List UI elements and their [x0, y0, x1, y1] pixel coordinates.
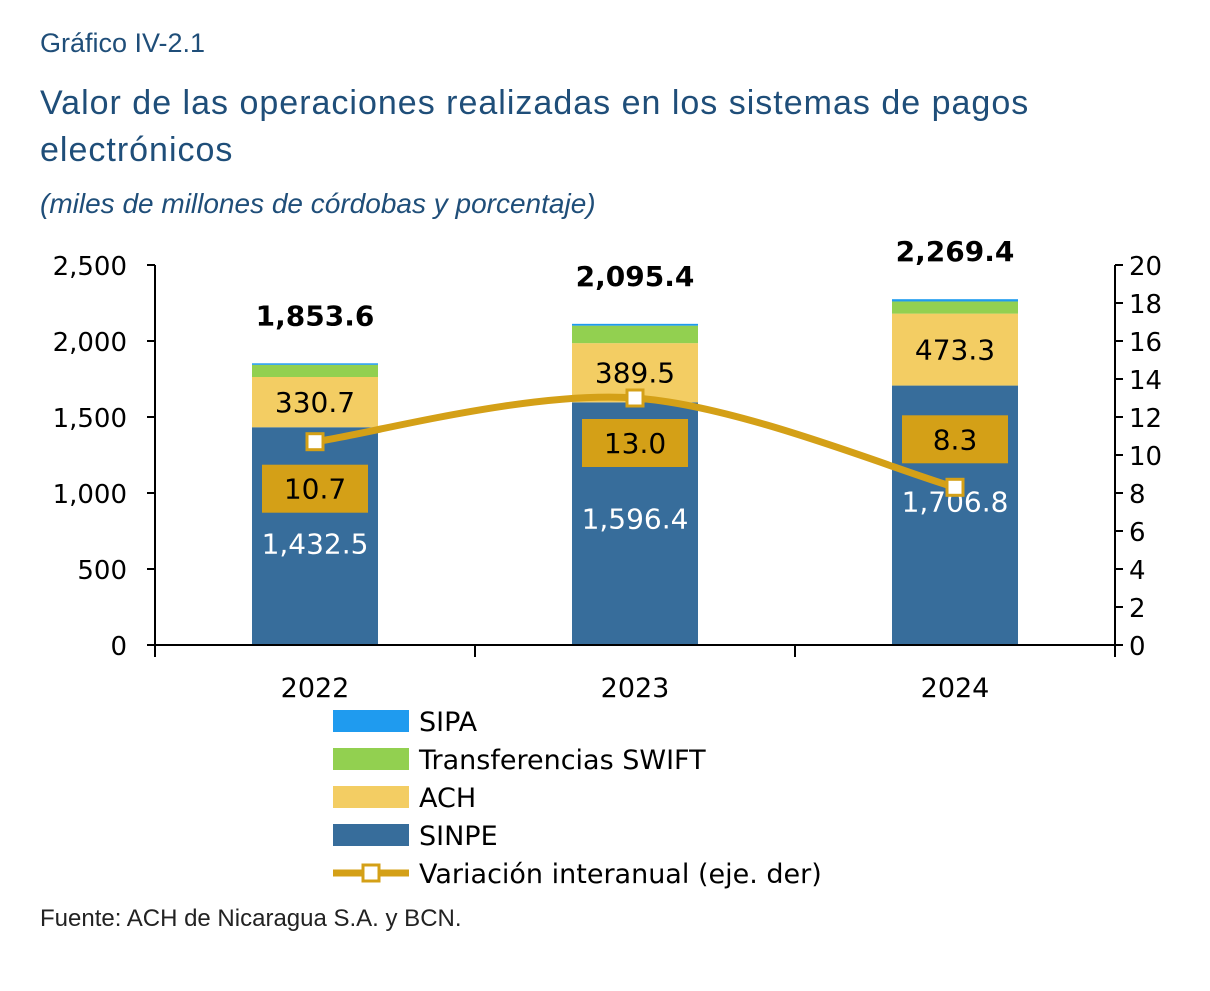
- y-left-tick-label: 1,500: [53, 404, 127, 434]
- legend-label: ACH: [419, 783, 476, 814]
- line-label-box: [262, 464, 368, 513]
- chart-title: Valor de las operaciones realizadas en l…: [40, 84, 1030, 169]
- bar-ach-2022: [252, 376, 378, 428]
- legend-swatch-transferencias-swift: [333, 748, 409, 770]
- line-marker-2023: [625, 388, 645, 408]
- legend-swatch-ach: [333, 786, 409, 808]
- y-left-tick-label: 2,000: [53, 328, 127, 358]
- legend-label: SIPA: [419, 707, 478, 738]
- chart-subtitle: (miles de millones de córdobas y porcent…: [40, 188, 596, 219]
- y-right-tick-label: 2: [1129, 594, 1146, 624]
- bar-sipa-2023: [572, 323, 698, 326]
- data-label-sinpe: 1,432.5: [262, 527, 369, 560]
- data-label-ach: 389.5: [595, 357, 675, 390]
- total-label: 2,095.4: [576, 260, 695, 293]
- y-right-tick-label: 16: [1129, 328, 1162, 358]
- total-label: 1,853.6: [256, 299, 375, 332]
- line-marker-2022: [305, 432, 325, 452]
- data-label-ach: 473.3: [915, 334, 995, 367]
- y-right-tick-label: 18: [1129, 290, 1162, 320]
- chart-label: Gráfico IV-2.1: [40, 28, 206, 58]
- legend-label: Transferencias SWIFT: [418, 745, 706, 776]
- y-left-tick-label: 0: [110, 632, 127, 662]
- bar-sinpe-2022: [252, 427, 378, 645]
- source-note: Fuente: ACH de Nicaragua S.A. y BCN.: [40, 905, 462, 932]
- y-right-tick-label: 20: [1129, 252, 1162, 282]
- data-label-ach: 330.7: [275, 386, 355, 419]
- bar-ach-2024: [892, 313, 1018, 386]
- bar-transferencias-swift-2024: [892, 301, 1018, 314]
- legend-label: SINPE: [419, 821, 498, 852]
- line-label-box: [902, 415, 1008, 464]
- legend-swatch-sipa: [333, 710, 409, 732]
- data-label-sinpe: 1,596.4: [582, 502, 689, 535]
- y-right-tick-label: 8: [1129, 480, 1146, 510]
- line-label-box: [582, 419, 688, 467]
- bar-transferencias-swift-2022: [252, 364, 378, 377]
- y-right-tick-label: 10: [1129, 442, 1162, 472]
- x-tick-label: 2024: [921, 673, 990, 704]
- line-data-label: 8.3: [933, 423, 978, 456]
- line-data-label: 10.7: [284, 473, 346, 506]
- y-left-tick-label: 500: [77, 556, 127, 586]
- y-left-tick-label: 2,500: [53, 252, 127, 282]
- line-data-label: 13.0: [604, 427, 666, 460]
- y-right-tick-label: 4: [1129, 556, 1146, 586]
- x-tick-label: 2023: [601, 673, 670, 704]
- legend-swatch-marker: [361, 863, 381, 883]
- legend-swatch-sinpe: [333, 824, 409, 846]
- line-marker-2024: [945, 477, 965, 497]
- total-label: 2,269.4: [896, 235, 1015, 268]
- x-tick-label: 2022: [281, 673, 350, 704]
- bar-sipa-2024: [892, 299, 1018, 302]
- legend-label: Variación interanual (eje. der): [419, 859, 822, 890]
- y-right-tick-label: 14: [1129, 366, 1162, 396]
- bar-sipa-2022: [252, 363, 378, 365]
- y-right-tick-label: 12: [1129, 404, 1162, 434]
- y-right-tick-label: 0: [1129, 632, 1146, 662]
- bar-transferencias-swift-2023: [572, 325, 698, 344]
- y-right-tick-label: 6: [1129, 518, 1146, 548]
- y-left-tick-label: 1,000: [53, 480, 127, 510]
